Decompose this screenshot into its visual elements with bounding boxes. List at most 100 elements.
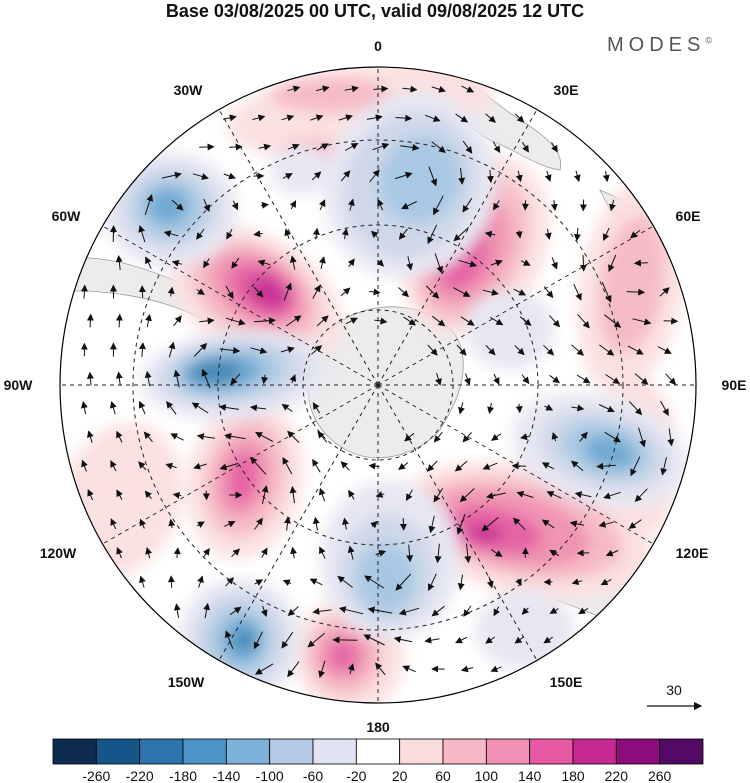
- wind-vector: [481, 516, 499, 532]
- lon-label-30e: 30E: [554, 82, 579, 98]
- wind-vector: [287, 430, 300, 443]
- wind-vector: [193, 342, 208, 357]
- wind-vector: [337, 575, 354, 588]
- wind-vector: [634, 488, 648, 503]
- wind-vector: [197, 575, 204, 588]
- wind-vector: [116, 546, 123, 559]
- colorbar-tick-label: -60: [303, 768, 323, 783]
- wind-vector: [402, 665, 416, 673]
- wind-vector: [261, 485, 269, 505]
- wind-vector: [171, 199, 184, 211]
- wind-vector: [196, 521, 205, 528]
- wind-vector: [576, 374, 591, 384]
- wind-vector: [219, 462, 239, 471]
- wind-vector: [171, 259, 183, 267]
- wind-vector: [549, 607, 559, 614]
- wind-vector: [283, 282, 292, 301]
- colorbar-swatch: [225, 738, 271, 765]
- wind-vector: [289, 374, 297, 384]
- wind-vector: [173, 547, 181, 558]
- wind-vector: [372, 142, 390, 151]
- wind-vector: [520, 259, 531, 266]
- wind-vector: [393, 635, 413, 643]
- wind-vector: [428, 515, 436, 534]
- wind-vector: [254, 517, 263, 530]
- wind-vector: [492, 200, 500, 211]
- wind-vector: [203, 602, 211, 619]
- meridian-line: [377, 98, 544, 386]
- wind-vector: [201, 368, 211, 389]
- wind-vector: [405, 489, 413, 501]
- wind-vector: [165, 462, 177, 470]
- wind-vector: [344, 143, 359, 151]
- anomaly-contour: [329, 642, 357, 670]
- wind-vector: [231, 257, 240, 269]
- wind-vector: [596, 462, 616, 470]
- anomaly-contour: [467, 524, 503, 544]
- wind-vector: [312, 402, 321, 414]
- wind-vector: [609, 199, 616, 212]
- wind-vector: [521, 374, 530, 385]
- wind-vector: [521, 141, 529, 153]
- wind-vector: [577, 313, 590, 329]
- wind-vector: [312, 284, 321, 299]
- meridian-line: [377, 384, 665, 551]
- wind-vector: [433, 431, 443, 443]
- wind-vector: [139, 575, 146, 588]
- wind-vector: [338, 114, 353, 122]
- anomaly-contour: [234, 628, 254, 652]
- wind-vector: [374, 317, 388, 325]
- wind-vector: [513, 288, 527, 296]
- wind-vector: [138, 285, 146, 298]
- wind-vector: [490, 259, 503, 267]
- wind-vector: [375, 662, 386, 676]
- wind-vector: [453, 226, 469, 242]
- meridian-line: [212, 384, 379, 672]
- wind-vector: [434, 253, 444, 274]
- wind-vector: [116, 489, 123, 500]
- wind-vector: [166, 401, 177, 415]
- wind-vector: [230, 373, 241, 385]
- wind-vector: [485, 636, 496, 644]
- longitude-labels: 0 30E 60E 90E 120E 150E 180 150W 120W 90…: [4, 38, 747, 735]
- wind-vector: [599, 344, 615, 356]
- wind-vector: [398, 287, 410, 298]
- wind-vector: [608, 254, 617, 273]
- wind-vector: [318, 660, 326, 679]
- wind-vector: [287, 606, 299, 617]
- wind-vector: [138, 342, 146, 357]
- wind-vector: [398, 462, 409, 470]
- wind-vector: [516, 490, 534, 498]
- anomaly-contour: [465, 290, 555, 370]
- wind-vector: [138, 400, 146, 415]
- wind-vector: [319, 256, 326, 270]
- wind-vector: [486, 576, 494, 589]
- wind-vector: [316, 143, 329, 151]
- lon-label-150w: 150W: [168, 674, 205, 690]
- wind-vector: [482, 288, 499, 296]
- wind-vector: [493, 606, 500, 617]
- wind-vector: [281, 114, 295, 122]
- lon-label-150e: 150E: [550, 674, 583, 690]
- wind-vector: [454, 460, 468, 472]
- wind-vector: [519, 316, 532, 326]
- wind-vector: [659, 287, 670, 297]
- wind-vector: [579, 255, 587, 272]
- colorbar-swatch: [52, 738, 97, 765]
- colorbar-swatch: [399, 738, 444, 765]
- wind-vector: [603, 491, 621, 500]
- wind-vector: [253, 286, 264, 298]
- wind-vector: [602, 227, 610, 242]
- wind-vector: [663, 317, 679, 325]
- wind-vector: [370, 520, 378, 529]
- wind-vector: [340, 461, 350, 471]
- wind-vector: [143, 431, 153, 443]
- wind-vector: [193, 462, 207, 470]
- wind-vector: [203, 547, 210, 558]
- wind-vector: [341, 228, 349, 239]
- wind-vector: [168, 518, 176, 529]
- wind-vector: [145, 313, 152, 328]
- wind-vector: [629, 401, 643, 416]
- wind-vector: [307, 632, 325, 648]
